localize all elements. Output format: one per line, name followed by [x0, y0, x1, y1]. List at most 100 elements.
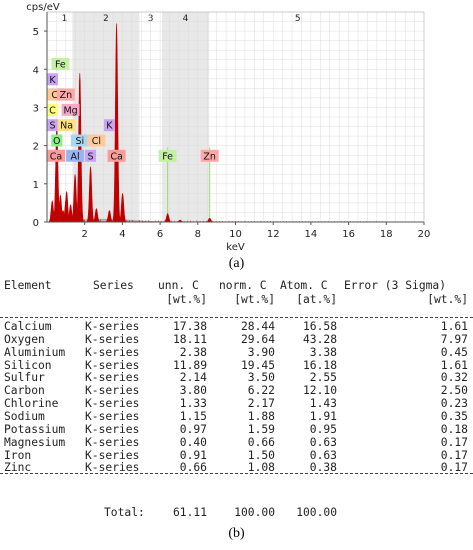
row-norm-c: 6.22 [247, 384, 275, 398]
row-series: K-series [85, 358, 140, 372]
header-error: Error (3 Sigma) [344, 279, 447, 292]
row-series: K-series [85, 435, 140, 449]
element-label-box [51, 134, 63, 147]
x-tick-label: 20 [418, 229, 431, 240]
element-label-ca: Ca [110, 151, 122, 162]
row-atom-c: 12.10 [302, 384, 337, 398]
row-element: Carbon [4, 384, 45, 398]
unit-error: [wt.%] [427, 293, 468, 306]
y-tick-label: 2 [33, 142, 39, 153]
x-tick-label: 14 [305, 229, 318, 240]
element-label-k: K [49, 75, 56, 86]
unit-unn-c: [wt.%] [166, 293, 207, 306]
y-tick-label: 4 [33, 65, 39, 76]
element-label-s: S [88, 151, 94, 162]
element-label-box [47, 103, 58, 116]
row-unn-c: 18.11 [172, 332, 207, 346]
row-unn-c: 1.33 [179, 397, 207, 411]
total-norm-c: 100.00 [234, 506, 275, 519]
element-label-o: O [53, 136, 60, 147]
row-unn-c: 2.38 [179, 345, 207, 359]
element-label-box [47, 149, 65, 162]
row-element: Sulfur [4, 371, 45, 385]
row-norm-c: 1.59 [247, 422, 275, 436]
element-label-fe: Fe [55, 60, 66, 71]
x-axis-label: keV [226, 242, 245, 253]
row-error: 0.35 [440, 409, 468, 423]
row-element: Oxygen [4, 332, 45, 346]
element-label-box [158, 149, 177, 162]
region-label-2: 2 [103, 14, 109, 24]
row-unn-c: 11.89 [172, 358, 207, 372]
y-tick-label: 5 [33, 27, 39, 38]
element-label-s: S [49, 121, 55, 132]
row-norm-c: 3.90 [247, 345, 275, 359]
row-norm-c: 29.64 [240, 332, 275, 346]
row-error: 0.17 [440, 435, 468, 449]
x-tick-label: 8 [195, 229, 201, 240]
row-error: 0.23 [440, 397, 468, 411]
row-norm-c: 1.50 [247, 448, 275, 462]
header-unn-c: unn. C [158, 279, 199, 292]
header-series: Series [93, 279, 134, 292]
row-series: K-series [85, 320, 140, 333]
row-norm-c: 1.08 [247, 461, 275, 475]
row-element: Chlorine [4, 397, 59, 411]
row-error: 0.32 [440, 371, 468, 385]
row-norm-c: 2.17 [247, 397, 275, 411]
element-label-si: Si [75, 136, 84, 147]
y-axis-unit: cps/eV [26, 2, 60, 13]
row-unn-c: 3.80 [179, 384, 207, 398]
row-series: K-series [85, 345, 140, 359]
region-label-5: 5 [295, 14, 301, 24]
element-label-box [70, 134, 89, 147]
x-tick-label: 6 [157, 229, 163, 240]
caption-a: (a) [228, 256, 245, 271]
x-tick-label: 18 [380, 229, 393, 240]
element-label-c: C [49, 105, 56, 116]
element-label-box [47, 73, 58, 86]
element-label-box [61, 103, 80, 116]
region-label-1: 1 [62, 14, 68, 24]
row-element: Aluminium [4, 345, 66, 359]
row-unn-c: 0.66 [179, 461, 207, 475]
x-tick-label: 16 [342, 229, 355, 240]
row-atom-c: 0.63 [309, 448, 337, 462]
element-label-cl: Cl [51, 90, 60, 101]
y-tick-label: 0 [33, 218, 39, 229]
row-series: K-series [85, 461, 140, 475]
element-label-na: Na [60, 121, 73, 132]
row-atom-c: 43.28 [302, 332, 337, 346]
row-element: Silicon [4, 358, 52, 372]
caption-b: (b) [228, 526, 245, 541]
unit-norm-c: [wt.%] [234, 293, 275, 306]
row-element: Zinc [4, 461, 32, 475]
element-label-fe: Fe [162, 151, 173, 162]
header-norm-c: norm. C [219, 279, 267, 292]
header-element: Element [4, 279, 52, 292]
row-unn-c: 0.91 [179, 448, 207, 462]
row-unn-c: 17.38 [172, 320, 207, 333]
element-label-box [66, 149, 85, 162]
row-norm-c: 1.88 [247, 409, 275, 423]
element-label-box [107, 149, 126, 162]
row-element: Iron [4, 448, 32, 462]
element-label-box [103, 119, 115, 132]
row-atom-c: 0.63 [309, 435, 337, 449]
table-rule-top [0, 317, 473, 318]
row-norm-c: 28.44 [240, 320, 275, 333]
row-norm-c: 19.45 [240, 358, 275, 372]
row-element: Potassium [4, 422, 66, 436]
row-error: 0.17 [440, 448, 468, 462]
total-atom-c: 100.00 [296, 506, 337, 519]
row-unn-c: 2.14 [179, 371, 207, 385]
spectrum-peak [74, 73, 85, 223]
row-element: Magnesium [4, 435, 66, 449]
row-error: 7.97 [440, 332, 468, 346]
element-label-zn: Zn [60, 90, 73, 101]
element-label-ca: Ca [50, 151, 62, 162]
row-atom-c: 2.55 [309, 371, 337, 385]
element-label-box [87, 134, 106, 147]
spectrum-background [50, 218, 387, 222]
x-tick-label: 10 [229, 229, 242, 240]
